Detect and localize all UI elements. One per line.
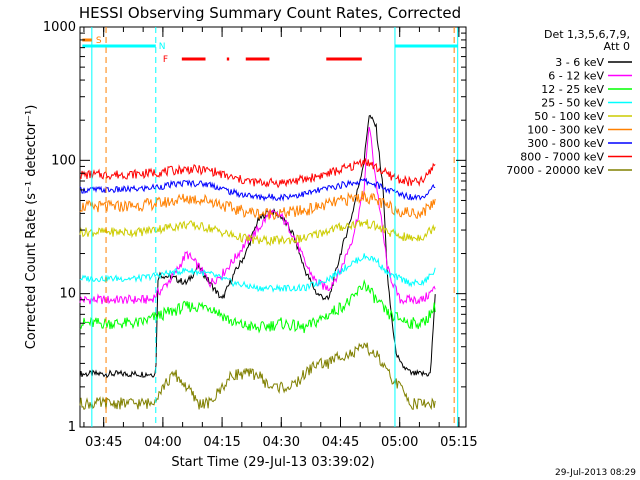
series-line: [79, 342, 436, 411]
x-tick-label: 04:30: [263, 435, 300, 450]
y-tick-label: 100: [51, 153, 76, 168]
status-bar-label: N: [159, 42, 166, 52]
legend-entry-label: 50 - 100 keV: [534, 110, 604, 123]
chart-title: HESSI Observing Summary Count Rates, Cor…: [79, 4, 461, 22]
legend-entry-label: 7000 - 20000 keV: [506, 164, 604, 177]
status-bar-label: S: [96, 36, 102, 46]
legend-entry-label: 25 - 50 keV: [541, 97, 604, 110]
status-bars: S NF: [82, 36, 458, 65]
x-ticks: 03:45 04:00 04:15 04:30 04:45 05:00 05:15: [83, 27, 478, 450]
series-layer: [79, 114, 436, 411]
y-ticks: 1 10 100 1000: [43, 20, 466, 435]
x-tick-label: 03:45: [85, 435, 122, 450]
series-line: [79, 126, 436, 305]
legend-entry-label: 100 - 300 keV: [527, 124, 604, 137]
series-line: [79, 219, 436, 247]
vertical-markers: [91, 27, 459, 427]
legend-entry-label: 3 - 6 keV: [555, 56, 604, 69]
series-line: [79, 279, 436, 334]
x-tick-label: 05:15: [440, 435, 477, 450]
series-line: [79, 158, 436, 189]
series-line: [79, 190, 436, 221]
series-line: [79, 114, 436, 379]
plot-frame: [79, 26, 467, 428]
legend-entry-label: 300 - 800 keV: [527, 137, 604, 150]
x-tick-label: 04:00: [144, 435, 181, 450]
legend-entry-label: 12 - 25 keV: [541, 83, 604, 96]
y-tick-label: 1000: [43, 20, 76, 35]
x-tick-label: 05:00: [381, 435, 418, 450]
series-line: [79, 177, 436, 202]
legend-entry-label: 6 - 12 keV: [548, 70, 604, 83]
status-bar-label: F: [163, 55, 168, 65]
footer-date: 29-Jul-2013 08:29: [555, 468, 636, 478]
series-line: [79, 253, 436, 293]
legend-header-line1: Det 1,3,5,6,7,9,: [544, 28, 630, 41]
legend-entry-label: 800 - 7000 keV: [520, 151, 604, 164]
x-tick-label: 04:45: [322, 435, 359, 450]
y-tick-label: 10: [59, 287, 76, 302]
y-axis-label: Corrected Count Rate (s⁻¹ detector⁻¹): [24, 105, 39, 350]
y-tick-label: 1: [68, 420, 76, 435]
x-axis-label: Start Time (29-Jul-13 03:39:02): [171, 455, 374, 470]
x-tick-label: 04:15: [203, 435, 240, 450]
legend-header-line2: Att 0: [604, 40, 630, 53]
